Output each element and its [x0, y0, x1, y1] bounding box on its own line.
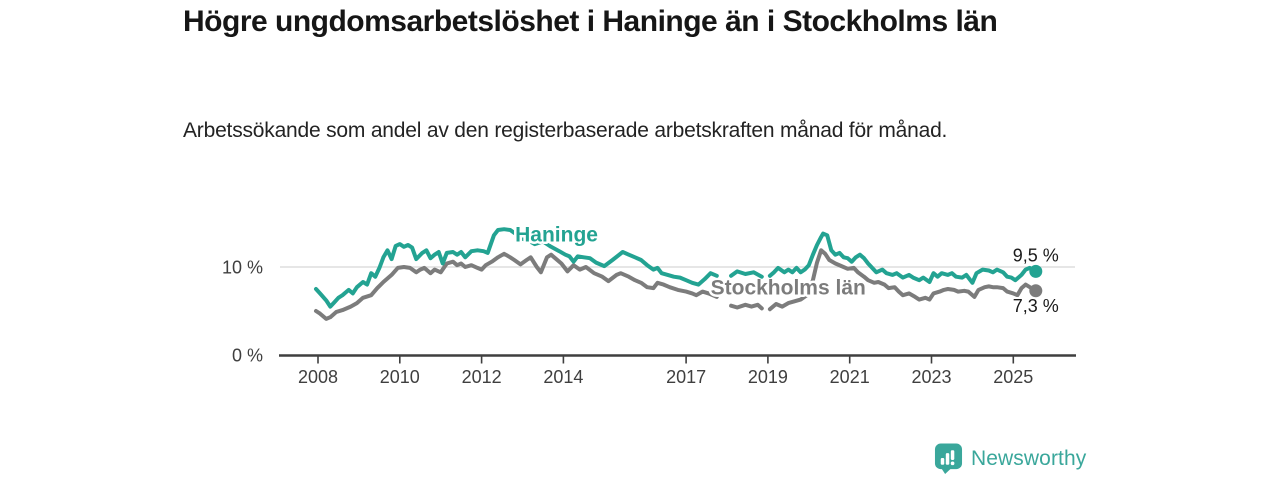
x-tick-label: 2023 [911, 367, 951, 387]
series-line-stockholms-l-n-seg1 [314, 251, 719, 321]
series-line-haninge-seg3 [767, 231, 1038, 285]
newsworthy-logo-icon [934, 443, 963, 474]
x-tick-label: 2025 [993, 367, 1033, 387]
end-value-label-stockholms-l-n: 7,3 % [1013, 296, 1059, 316]
y-tick-label: 10 % [222, 258, 263, 278]
brand-footer: Newsworthy [934, 443, 1086, 474]
chart-title: Högre ungdomsarbetslöshet i Haninge än i… [183, 5, 998, 38]
x-tick-label: 2021 [830, 367, 870, 387]
series-line-haninge-seg2 [729, 269, 764, 279]
x-tick-label: 2019 [748, 367, 788, 387]
chart-subtitle: Arbetssökande som andel av den registerb… [183, 119, 948, 142]
end-dot-stockholms-l-n [1029, 284, 1043, 298]
x-tick-label: 2017 [666, 367, 706, 387]
line-chart: 0 % 10 % 2008 2010 2012 2014 2017 2019 2021 2023 2… [222, 221, 1076, 387]
x-tick-label: 2010 [380, 367, 420, 387]
series-line-stockholms-l-n-seg2 [729, 302, 764, 311]
end-dot-haninge [1029, 264, 1043, 278]
series-label-haninge: Haninge [515, 223, 598, 246]
series-line-stockholms-l-n-seg3 [767, 248, 1038, 312]
series-label-stockholms-l-n: Stockholms län [711, 276, 866, 299]
y-tick-label: 0 % [232, 346, 263, 366]
series-line-haninge-seg1 [314, 227, 719, 309]
end-value-label-haninge: 9,5 % [1013, 245, 1059, 265]
x-tick-label: 2014 [543, 367, 583, 387]
x-tick-label: 2012 [462, 367, 502, 387]
x-tick-label: 2008 [298, 367, 338, 387]
brand-name: Newsworthy [971, 446, 1087, 470]
